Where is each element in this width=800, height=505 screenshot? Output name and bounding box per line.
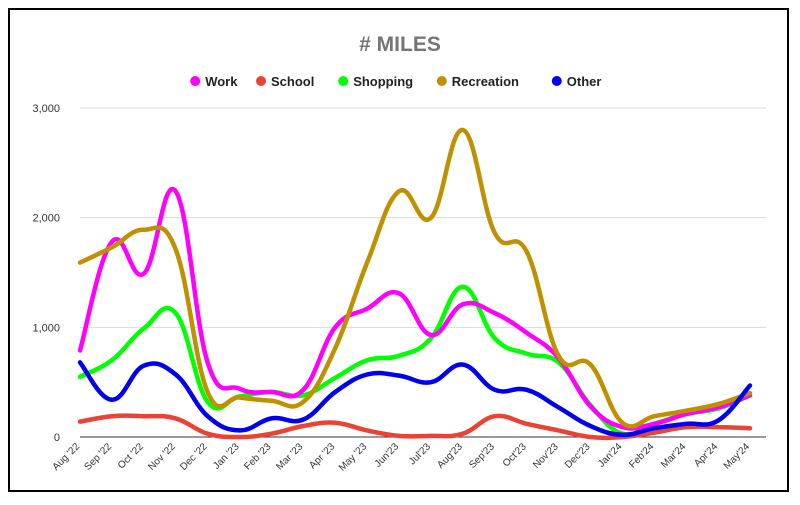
y-tick-label: 2,000 xyxy=(32,213,60,225)
x-tick-label: Nov'23 xyxy=(531,441,561,471)
legend-marker-work xyxy=(190,76,201,86)
legend-marker-other xyxy=(551,76,562,86)
x-tick-label: Oct'23 xyxy=(501,441,529,469)
x-tick-label: Jun'23 xyxy=(373,441,402,470)
series-lines xyxy=(77,127,753,441)
x-tick-label: Sep '22 xyxy=(82,441,114,473)
series-line-other xyxy=(77,360,753,438)
legend-label-other: Other xyxy=(567,74,602,89)
x-tick-label: Feb'24 xyxy=(627,441,656,470)
x-tick-label: Oct '22 xyxy=(116,441,146,471)
series-line-work xyxy=(77,186,753,431)
series-line-shopping xyxy=(77,284,753,437)
x-tick-label: Dec'23 xyxy=(563,441,593,471)
x-tick-label: Jul'23 xyxy=(407,441,433,467)
x-tick-label: Dec '22 xyxy=(178,441,210,473)
legend: Work School Shopping Recreation Other xyxy=(190,74,601,89)
x-tick-label: Apr'24 xyxy=(692,441,720,469)
series-line-recreation xyxy=(77,127,753,429)
x-tick-label: Jan '23 xyxy=(211,441,242,472)
x-tick-label: Mar'24 xyxy=(659,441,688,470)
y-axis-ticks: 0 1,000 2,000 3,000 xyxy=(32,103,60,444)
legend-marker-shopping xyxy=(338,76,349,86)
x-tick-label: May'24 xyxy=(722,441,753,472)
legend-label-work: Work xyxy=(205,74,238,89)
series-line-school xyxy=(77,413,753,441)
x-tick-label: Aug '22 xyxy=(51,441,83,473)
legend-marker-recreation xyxy=(436,76,447,86)
x-tick-label: Mar '23 xyxy=(274,441,305,472)
x-tick-label: Apr '23 xyxy=(307,441,337,471)
legend-label-shopping: Shopping xyxy=(353,74,413,89)
x-tick-label: Sep'23 xyxy=(467,441,497,471)
x-tick-label: May '23 xyxy=(337,441,370,474)
x-tick-label: Feb '23 xyxy=(242,441,273,472)
y-tick-label: 3,000 xyxy=(32,103,60,115)
chart-title: # MILES xyxy=(359,33,441,56)
x-axis-ticks: Aug '22 Sep '22 Oct '22 Nov '22 Dec '22 Jan '… xyxy=(51,441,753,474)
legend-label-recreation: Recreation xyxy=(452,74,519,89)
legend-marker-school xyxy=(256,76,266,86)
y-tick-label: 0 xyxy=(54,432,60,444)
x-tick-label: Aug'23 xyxy=(435,441,465,471)
x-tick-label: Jan'24 xyxy=(596,441,625,470)
chart-frame xyxy=(8,8,789,492)
legend-label-school: School xyxy=(271,74,314,89)
x-tick-label: Nov '22 xyxy=(146,441,178,473)
y-tick-label: 1,000 xyxy=(32,322,60,334)
